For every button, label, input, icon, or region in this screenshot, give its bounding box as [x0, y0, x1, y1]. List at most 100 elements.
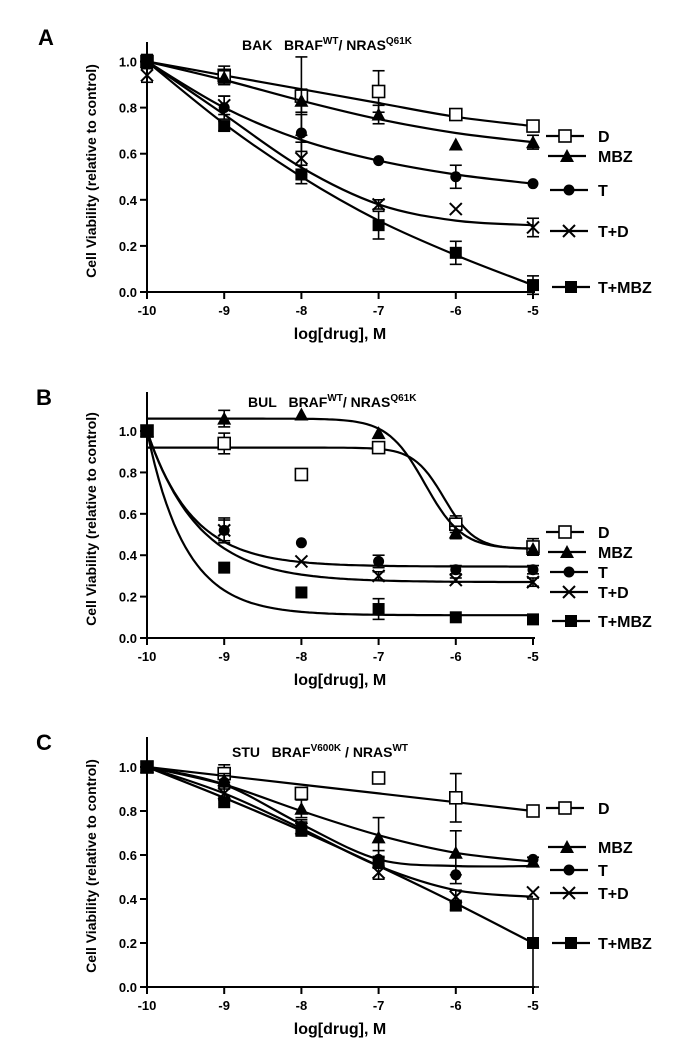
series-mbz: MBZ — [140, 407, 633, 562]
data-point — [372, 855, 385, 868]
fit-curve — [146, 60, 534, 287]
x-tick-label: -8 — [296, 998, 308, 1013]
x-tick-label: -8 — [296, 649, 308, 664]
data-point — [371, 440, 386, 455]
legend-marker — [563, 566, 575, 578]
data-point — [371, 426, 386, 440]
fit-curve — [145, 430, 533, 568]
x-tick-label: -10 — [138, 649, 157, 664]
fit-curve — [146, 60, 534, 185]
legend-label: D — [598, 525, 610, 542]
title-text: BRAF — [284, 37, 323, 53]
legend-marker — [562, 224, 576, 238]
legend-label: T+D — [598, 585, 629, 602]
data-point — [141, 55, 153, 68]
title-gap — [260, 744, 272, 760]
title-separator: / — [338, 37, 346, 53]
x-axis-label: log[drug], M — [294, 326, 386, 343]
y-tick-label: 0.0 — [119, 285, 137, 300]
legend-label: T — [598, 565, 608, 582]
data-point — [295, 586, 308, 599]
title-superscript: Q61K — [390, 393, 417, 404]
data-point — [294, 801, 309, 815]
legend-label: MBZ — [598, 840, 633, 857]
x-tick-label: -10 — [138, 303, 157, 318]
fit-curve — [146, 60, 534, 227]
data-point — [449, 573, 463, 587]
legend-marker — [560, 840, 574, 853]
fit-curve — [145, 430, 533, 617]
y-tick-label: 0.4 — [119, 892, 138, 907]
x-tick-label: -9 — [218, 649, 230, 664]
data-point — [217, 70, 232, 84]
y-tick-label: 0.0 — [119, 980, 137, 995]
y-tick-label: 0.8 — [119, 465, 137, 480]
data-point — [295, 127, 307, 139]
data-point — [373, 555, 385, 567]
y-tick-label: 0.8 — [119, 804, 137, 819]
title-superscript: WT — [392, 743, 408, 754]
title-gap — [277, 394, 289, 410]
title-text: NRAS — [346, 37, 386, 53]
y-tick-label: 0.0 — [119, 631, 137, 646]
legend-marker — [565, 937, 577, 949]
data-point — [448, 790, 463, 805]
x-axis-label: log[drug], M — [294, 672, 386, 689]
data-point — [371, 197, 386, 212]
y-tick-label: 1.0 — [119, 424, 137, 439]
legend-label: MBZ — [598, 149, 633, 166]
data-point — [526, 804, 540, 818]
chart-panel-a: A BAK BRAFWT/ NRASQ61K -10 -9 -8 -7 -6 -5 0.0 0.2… — [38, 25, 652, 343]
series-mbz: MBZ — [140, 53, 633, 166]
fit-curve — [146, 765, 534, 868]
data-point — [448, 525, 463, 539]
x-tick-label: -5 — [527, 649, 539, 664]
data-point — [450, 171, 462, 183]
x-tick-label: -6 — [450, 649, 462, 664]
data-point — [217, 411, 232, 425]
data-point — [527, 937, 539, 949]
fit-curve — [146, 765, 534, 944]
panel-letter: C — [36, 730, 52, 755]
data-point — [218, 561, 231, 574]
x-tick-label: -7 — [373, 649, 385, 664]
legend-label: MBZ — [598, 545, 633, 562]
title-text: STU — [232, 744, 260, 760]
x-tick-label: -8 — [296, 303, 308, 318]
x-tick-label: -5 — [527, 303, 539, 318]
data-point — [449, 899, 462, 912]
data-point — [371, 107, 386, 121]
data-point — [294, 151, 309, 166]
y-tick-label: 0.6 — [119, 147, 137, 162]
legend-marker — [562, 585, 576, 599]
data-point — [294, 467, 309, 482]
legend-marker — [563, 184, 575, 196]
y-tick-label: 0.2 — [119, 936, 137, 951]
data-point — [371, 771, 386, 785]
data-point — [141, 425, 153, 438]
legend-marker — [560, 149, 574, 162]
title-superscript: Q61K — [386, 36, 413, 47]
series-d: D — [140, 424, 610, 557]
title-gap — [272, 37, 284, 53]
data-point — [448, 107, 463, 122]
legend-marker — [558, 129, 572, 143]
x-tick-label: -10 — [138, 998, 157, 1013]
data-point — [527, 564, 539, 576]
x-tick-label: -7 — [373, 303, 385, 318]
legend-label: D — [598, 129, 610, 146]
x-axis-label: log[drug], M — [294, 1021, 386, 1038]
data-point — [371, 84, 386, 99]
x-tick-label: -9 — [218, 998, 230, 1013]
data-point — [527, 178, 539, 190]
data-point — [218, 776, 230, 788]
series-t-plus-d: T+D — [140, 60, 629, 241]
legend-label: T — [598, 183, 608, 200]
data-point — [295, 168, 308, 181]
series-t-plus-mbz: T+MBZ — [141, 761, 652, 988]
title-text: BRAF — [272, 744, 311, 760]
data-point — [371, 569, 386, 583]
data-point — [526, 119, 540, 133]
data-point — [372, 603, 385, 616]
